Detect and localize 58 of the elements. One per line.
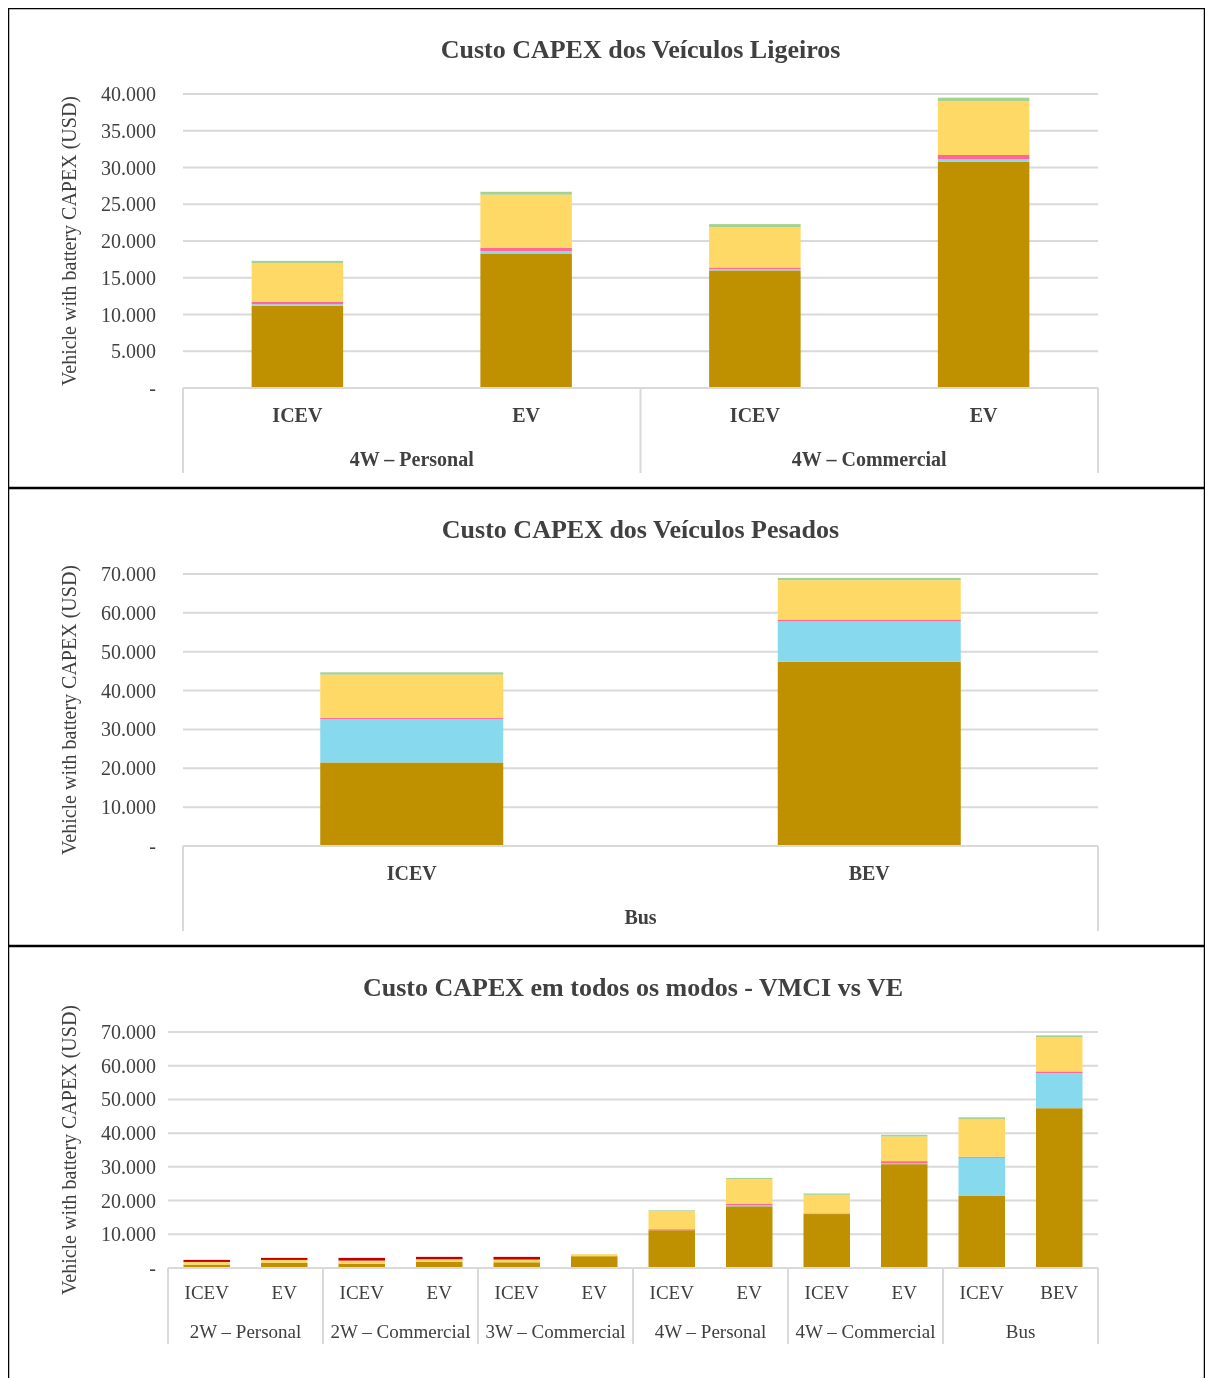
y-tick-label: 50.000 <box>101 1088 156 1111</box>
text: 4W – Commercial <box>795 1321 936 1342</box>
x-tick-label: ICEV <box>339 1282 385 1303</box>
x-tick-label: BEV <box>1040 1282 1079 1303</box>
x-tick-label: ICEV <box>272 404 323 426</box>
y-tick-label: 15.000 <box>101 266 156 289</box>
y-tick-label: 30.000 <box>101 156 156 179</box>
x-tick-label: ICEV <box>386 862 438 884</box>
y-tick-label: 35.000 <box>101 119 156 142</box>
y-tick-label: 70.000 <box>101 563 156 585</box>
y-axis-title: Vehicle with battery CAPEX (USD) <box>58 96 81 386</box>
chart-title: Custo CAPEX dos Veículos Ligeiros <box>440 35 841 64</box>
x-tick-label: ICEV <box>729 404 781 426</box>
x-tick-label: ICEV <box>649 1282 695 1303</box>
x-tick-label: ICEV <box>804 1282 850 1303</box>
y-tick-label: 40.000 <box>101 1122 156 1145</box>
y-tick-label: 10.000 <box>101 1223 156 1246</box>
text: 4W – Commercial <box>791 448 948 470</box>
y-tick-label: 40.000 <box>101 83 156 105</box>
x-tick-label: EV <box>581 1282 608 1303</box>
text: 2W – Commercial <box>330 1321 471 1342</box>
y-tick-label: 40.000 <box>101 679 156 702</box>
x-tick-label: EV <box>969 404 999 426</box>
y-tick-label: 50.000 <box>101 640 156 663</box>
text: Bus <box>624 906 657 928</box>
y-tick-label: 30.000 <box>101 718 156 741</box>
y-tick-label: 20.000 <box>101 757 156 780</box>
y-tick-label: 10.000 <box>101 796 156 819</box>
x-tick-label: EV <box>426 1282 453 1303</box>
y-tick-label: - <box>149 377 156 399</box>
y-tick-label: 60.000 <box>101 1054 156 1077</box>
y-tick-label: 20.000 <box>101 230 156 252</box>
x-tick-label: EV <box>891 1282 918 1303</box>
y-tick-label: 20.000 <box>101 1189 156 1212</box>
x-tick-label: EV <box>271 1282 298 1303</box>
text: 4W – Personal <box>349 448 475 470</box>
x-tick-label: ICEV <box>494 1282 540 1303</box>
x-tick-label: EV <box>736 1282 763 1303</box>
chart-title: Custo CAPEX em todos os modos - VMCI vs VE <box>362 973 904 1002</box>
x-tick-label: EV <box>512 404 541 426</box>
y-axis-title: Vehicle with battery CAPEX (USD) <box>58 565 81 855</box>
y-tick-label: 5.000 <box>111 340 156 363</box>
y-tick-label: - <box>149 835 156 857</box>
y-tick-label: 10.000 <box>101 303 156 326</box>
y-tick-label: 30.000 <box>101 1155 156 1178</box>
y-axis-title: Vehicle with battery CAPEX (USD) <box>58 1005 81 1295</box>
text: Bus <box>1005 1321 1036 1342</box>
x-tick-label: ICEV <box>184 1282 230 1303</box>
y-tick-label: - <box>149 1257 156 1279</box>
text: 3W – Commercial <box>485 1321 626 1342</box>
x-tick-label: ICEV <box>959 1282 1005 1303</box>
x-tick-label: BEV <box>848 862 891 884</box>
text: 4W – Personal <box>654 1321 767 1342</box>
y-tick-label: 25.000 <box>101 193 156 216</box>
y-tick-label: 60.000 <box>101 601 156 624</box>
text: 2W – Personal <box>189 1321 302 1342</box>
y-tick-label: 70.000 <box>101 1021 156 1043</box>
chart-title: Custo CAPEX dos Veículos Pesados <box>441 515 840 544</box>
